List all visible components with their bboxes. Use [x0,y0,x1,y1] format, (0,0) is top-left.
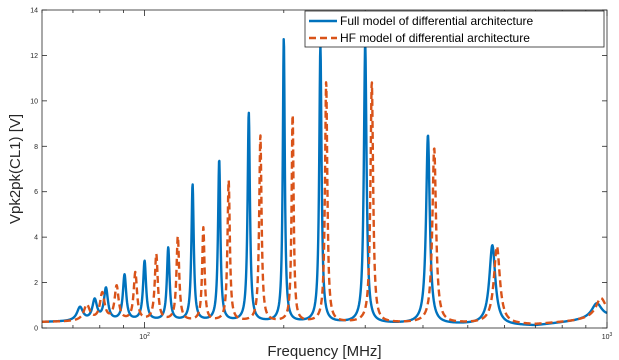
y-tick-label: 10 [30,98,38,105]
y-axis-label: Vpk2pk(CL1) [V] [7,114,24,224]
legend-box [304,10,605,48]
y-tick-label: 8 [34,144,38,151]
series-line-full-model [41,37,608,327]
y-tick-label: 14 [30,8,38,15]
legend-label-hf-model: HF model of differential architecture [340,31,530,45]
y-tick-label: 4 [34,235,38,242]
y-tick-label: 2 [34,280,38,287]
x-axis-label: Frequency [MHz] [267,343,381,360]
legend: Full model of differential architecture … [304,10,605,48]
y-tick-label: 6 [34,189,38,196]
x-tick-label: 103 [602,332,613,341]
y-tick-label: 0 [34,326,38,333]
legend-label-full-model: Full model of differential architecture [340,14,534,28]
axes-box [41,9,608,329]
y-tick-label: 12 [30,53,38,60]
y-axis-ticks: 0 2 4 6 8 10 12 14 [30,8,607,333]
series-line-hf-model [41,81,609,325]
plot-area [41,37,609,327]
x-tick-label: 102 [139,332,150,341]
